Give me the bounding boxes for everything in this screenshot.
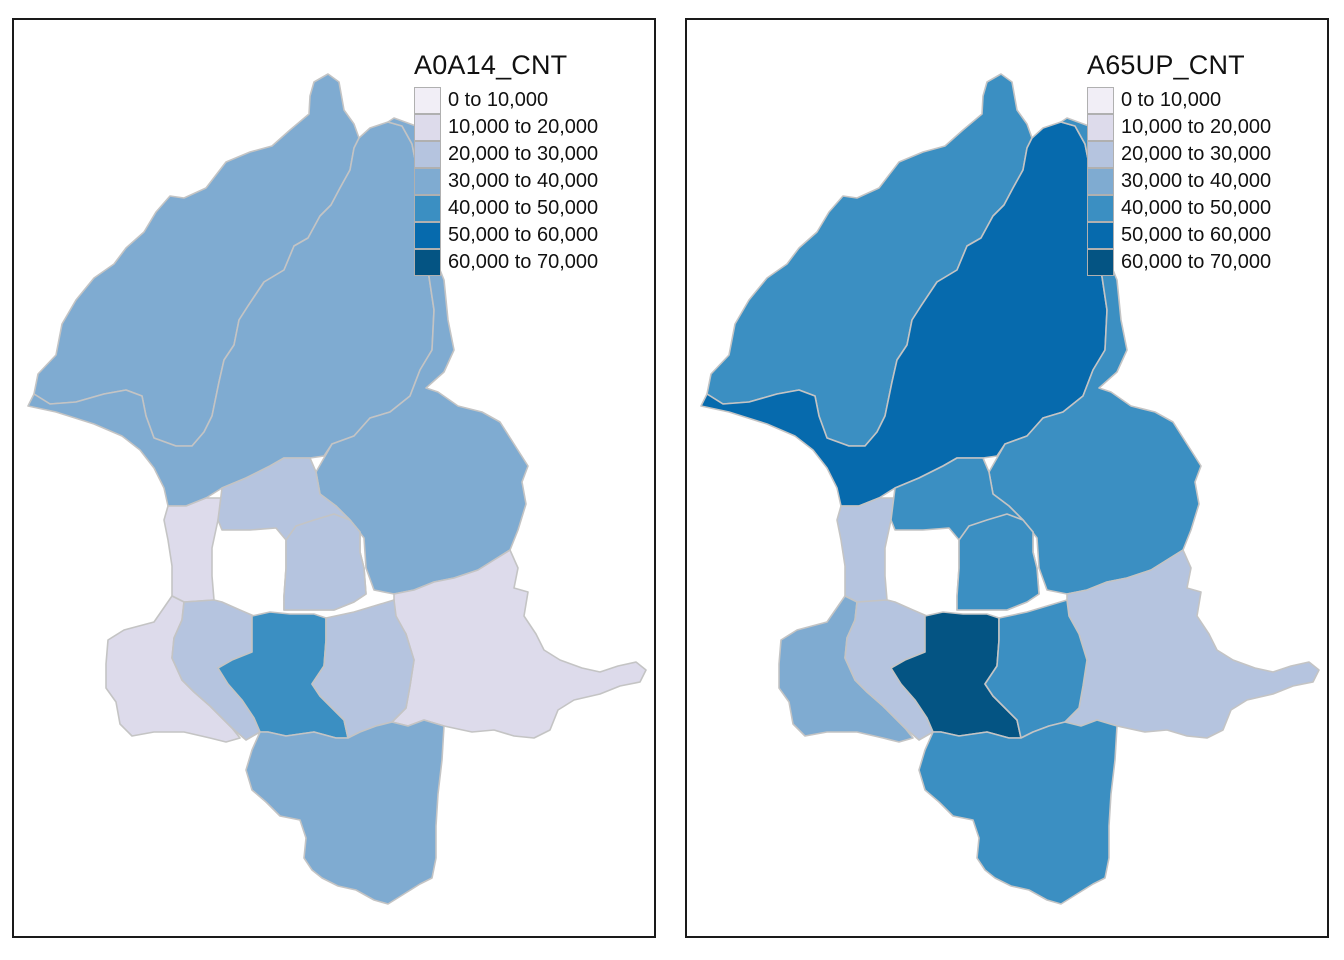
legend-swatch (1087, 168, 1114, 195)
district-datong (163, 497, 223, 603)
legend-swatch (414, 195, 441, 222)
map-panel-a65up: A65UP_CNT 0 to 10,000 10,000 to 20,000 20,… (685, 18, 1329, 938)
legend-item: 30,000 to 40,000 (414, 168, 654, 195)
legend-label: 30,000 to 40,000 (448, 170, 599, 192)
legend-item: 0 to 10,000 (1087, 87, 1327, 114)
legend-label: 40,000 to 50,000 (1121, 197, 1272, 219)
choropleth-map (27, 73, 647, 905)
legend-label: 50,000 to 60,000 (1121, 224, 1272, 246)
legend-label: 0 to 10,000 (1121, 89, 1222, 111)
legend-label: 60,000 to 70,000 (448, 251, 599, 273)
legend-item: 30,000 to 40,000 (1087, 168, 1327, 195)
legend: A0A14_CNT 0 to 10,000 10,000 to 20,000 20,… (414, 50, 654, 276)
legend-item: 20,000 to 30,000 (1087, 141, 1327, 168)
legend-item: 50,000 to 60,000 (1087, 222, 1327, 249)
legend-swatch (1087, 222, 1114, 249)
legend-label: 20,000 to 30,000 (448, 143, 599, 165)
legend-label: 60,000 to 70,000 (1121, 251, 1272, 273)
legend-item: 50,000 to 60,000 (414, 222, 654, 249)
legend-swatch (414, 168, 441, 195)
legend-item: 20,000 to 30,000 (414, 141, 654, 168)
legend-label: 10,000 to 20,000 (448, 116, 599, 138)
legend-swatch (1087, 114, 1114, 141)
legend-item: 60,000 to 70,000 (414, 249, 654, 276)
legend-swatch (414, 141, 441, 168)
legend-item: 40,000 to 50,000 (414, 195, 654, 222)
legend-label: 40,000 to 50,000 (448, 197, 599, 219)
legend-item: 0 to 10,000 (414, 87, 654, 114)
legend-title: A0A14_CNT (414, 50, 568, 80)
legend-item: 10,000 to 20,000 (1087, 114, 1327, 141)
legend-item: 40,000 to 50,000 (1087, 195, 1327, 222)
district-songshan (956, 513, 1040, 611)
legend-swatch (414, 114, 441, 141)
legend-swatch (414, 222, 441, 249)
legend-label: 10,000 to 20,000 (1121, 116, 1272, 138)
district-songshan (283, 513, 367, 611)
legend-item: 60,000 to 70,000 (1087, 249, 1327, 276)
district-datong (836, 497, 896, 603)
legend-swatch (1087, 87, 1114, 114)
legend-rows: 0 to 10,000 10,000 to 20,000 20,000 to 30,… (1087, 87, 1327, 276)
district-wenshan (918, 719, 1118, 905)
legend-swatch (1087, 141, 1114, 168)
legend-label: 50,000 to 60,000 (448, 224, 599, 246)
legend-swatch (414, 249, 441, 276)
legend-swatch (414, 87, 441, 114)
district-wenshan (245, 719, 445, 905)
legend-title: A65UP_CNT (1087, 50, 1245, 80)
choropleth-map (700, 73, 1320, 905)
legend-label: 20,000 to 30,000 (1121, 143, 1272, 165)
legend-label: 0 to 10,000 (448, 89, 549, 111)
legend-rows: 0 to 10,000 10,000 to 20,000 20,000 to 30,… (414, 87, 654, 276)
map-panel-a0a14: A0A14_CNT 0 to 10,000 10,000 to 20,000 20,… (12, 18, 656, 938)
legend-swatch (1087, 195, 1114, 222)
legend-swatch (1087, 249, 1114, 276)
legend: A65UP_CNT 0 to 10,000 10,000 to 20,000 20,… (1087, 50, 1327, 276)
legend-item: 10,000 to 20,000 (414, 114, 654, 141)
legend-label: 30,000 to 40,000 (1121, 170, 1272, 192)
